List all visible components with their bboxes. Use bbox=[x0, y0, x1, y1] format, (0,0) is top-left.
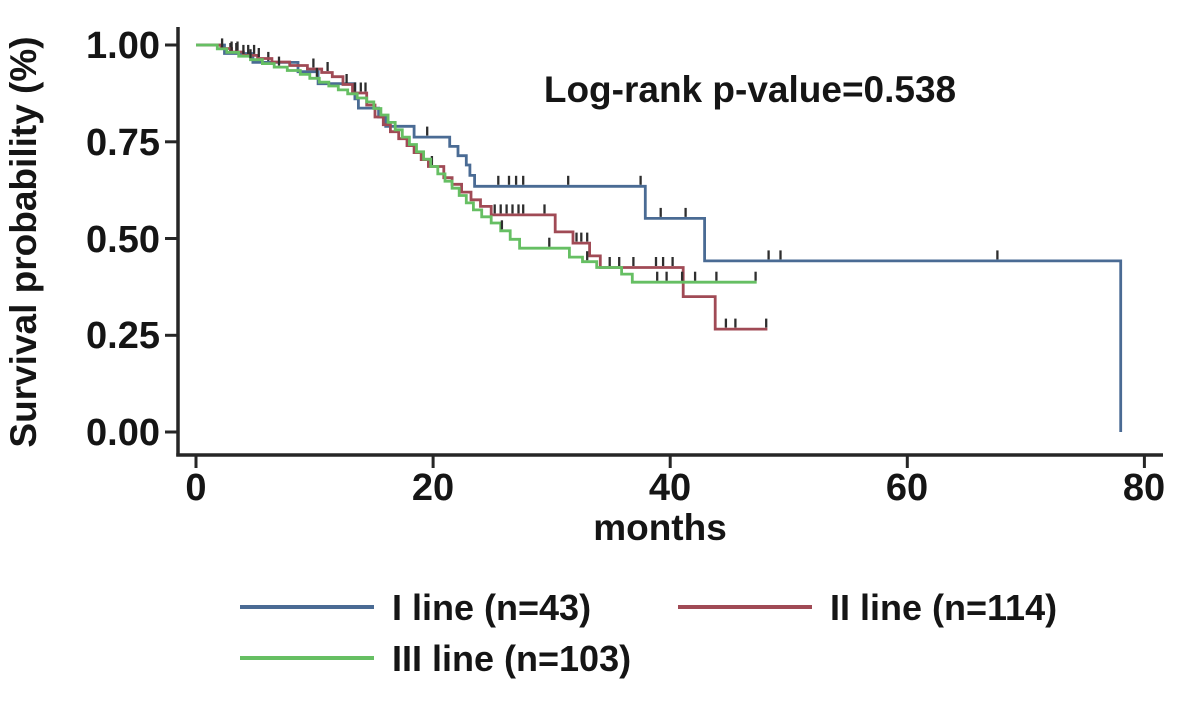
y-tick-label-100: 1.00 bbox=[86, 25, 160, 67]
logrank-annotation: Log-rank p-value=0.538 bbox=[544, 69, 956, 110]
y-tick-label-000: 0.00 bbox=[86, 412, 160, 454]
curve-i-line bbox=[196, 43, 1123, 432]
x-tick-label-0: 0 bbox=[185, 467, 206, 509]
y-tick-label-050: 0.50 bbox=[86, 219, 160, 261]
y-tick-label-025: 0.25 bbox=[86, 315, 160, 357]
x-tick-label-60: 60 bbox=[886, 467, 928, 509]
legend-label-i-line: I line (n=43) bbox=[392, 587, 591, 628]
y-axis-title: Survival probability (%) bbox=[3, 36, 44, 447]
legend: I line (n=43) II line (n=114) III line (… bbox=[240, 587, 1057, 679]
x-tick-label-80: 80 bbox=[1123, 467, 1165, 509]
axes-layer bbox=[165, 27, 1163, 468]
x-axis-title: months bbox=[593, 507, 727, 548]
curves-layer bbox=[196, 38, 1123, 432]
legend-label-ii-line: II line (n=114) bbox=[830, 587, 1057, 628]
series-iii-line bbox=[196, 38, 757, 284]
curve-ii-line bbox=[196, 43, 768, 331]
curve-iii-line bbox=[196, 43, 757, 284]
x-tick-label-20: 20 bbox=[412, 467, 454, 509]
series-ii-line bbox=[196, 41, 768, 331]
y-tick-label-075: 0.75 bbox=[86, 122, 160, 164]
legend-label-iii-line: III line (n=103) bbox=[392, 638, 631, 679]
x-tick-label-40: 40 bbox=[649, 467, 691, 509]
